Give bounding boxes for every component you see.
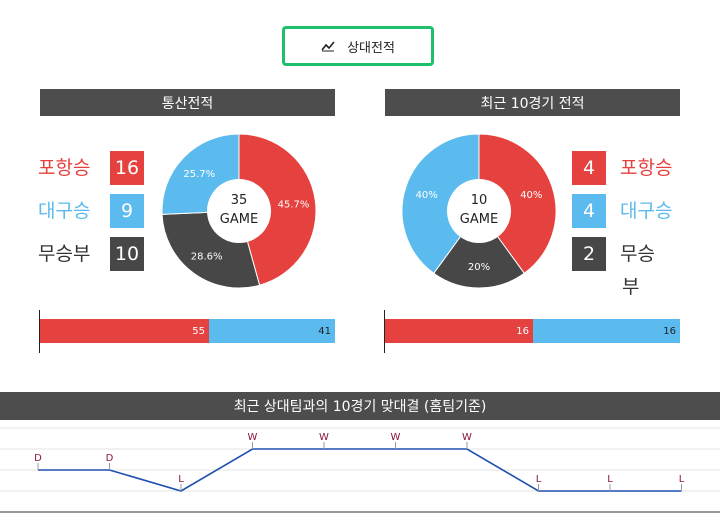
donut-center-count: 35 <box>231 193 248 208</box>
trend-line <box>38 448 682 492</box>
trend-result-label: D <box>106 453 114 464</box>
section-title-trend: 최근 상대팀과의 10경기 맞대결 (홈팀기준) <box>0 392 720 420</box>
line-chart-icon <box>321 40 335 52</box>
bar-home: 55 <box>40 319 209 343</box>
donut-hole <box>447 179 511 243</box>
recent-slice-label-1: 40% <box>520 190 542 201</box>
recent-value-home-win: 4 <box>572 151 606 185</box>
overall-donut-chart: 45.7% 28.6% 25.7% 35 GAME <box>161 133 317 289</box>
bar-away: 16 <box>533 319 680 343</box>
bar-away: 41 <box>209 319 335 343</box>
stat-value-home-win: 16 <box>110 151 144 185</box>
recent-value-draw: 2 <box>572 237 606 271</box>
stat-value-draw: 10 <box>110 237 144 271</box>
overall-compare-bar: 55 41 <box>40 319 335 343</box>
trend-result-label: W <box>462 432 472 443</box>
overall-slice-label-3: 25.7% <box>183 169 215 180</box>
bar-axis <box>384 310 385 353</box>
bar-away-value: 41 <box>318 325 331 337</box>
tab-label: 상대전적 <box>347 40 395 56</box>
trend-result-label: W <box>391 432 401 443</box>
stat-label-home-win: 포항승 <box>38 157 91 179</box>
recent-slice-1 <box>478 133 557 274</box>
recent-label-home-win: 포항승 <box>620 157 673 179</box>
trend-result-label: D <box>34 453 42 464</box>
tab-head-to-head[interactable]: 상대전적 <box>282 26 434 66</box>
recent-label-draw-wrap: 부 <box>622 276 640 298</box>
donut-center-unit: GAME <box>220 212 258 227</box>
section-title-recent: 최근 10경기 전적 <box>385 89 680 116</box>
bar-home-value: 55 <box>192 325 205 337</box>
bar-home-value: 16 <box>516 325 529 337</box>
recent-compare-bar: 16 16 <box>385 319 680 343</box>
stat-value-away-win: 9 <box>110 194 144 228</box>
bar-away-value: 16 <box>663 325 676 337</box>
trend-result-label: L <box>607 474 613 485</box>
recent-label-away-win: 대구승 <box>620 200 673 222</box>
trend-result-label: L <box>536 474 542 485</box>
donut-center-count: 10 <box>471 193 488 208</box>
trend-result-label: W <box>248 432 258 443</box>
stat-label-draw: 무승부 <box>38 243 91 265</box>
section-title-overall: 통산전적 <box>40 89 335 116</box>
overall-slice-label-2: 28.6% <box>191 251 223 262</box>
trend-chart: D D L W W W W L L L <box>0 427 720 513</box>
recent-slice-label-2: 20% <box>468 262 490 273</box>
trend-result-label: L <box>679 474 685 485</box>
donut-hole <box>207 179 271 243</box>
bar-axis <box>39 310 40 353</box>
bar-home: 16 <box>385 319 533 343</box>
overall-slice-1 <box>238 133 317 286</box>
stat-label-away-win: 대구승 <box>38 200 91 222</box>
recent-slice-label-3: 40% <box>416 190 438 201</box>
recent-donut-chart: 40% 20% 40% 10 GAME <box>401 133 557 289</box>
trend-result-label: W <box>319 432 329 443</box>
recent-slice-2 <box>433 210 525 289</box>
overall-slice-label-1: 45.7% <box>278 200 310 211</box>
recent-slice-3 <box>401 133 480 274</box>
trend-result-label: L <box>178 474 184 485</box>
recent-value-away-win: 4 <box>572 194 606 228</box>
donut-center-unit: GAME <box>460 212 498 227</box>
recent-label-draw: 무승 <box>620 243 655 265</box>
